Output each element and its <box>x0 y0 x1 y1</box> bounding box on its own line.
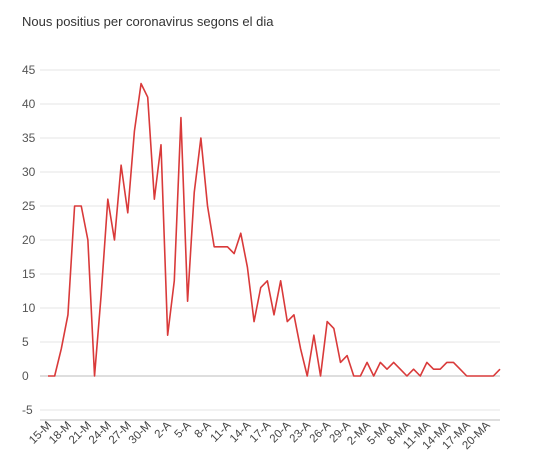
x-tick-label: 11-A <box>209 419 234 444</box>
chart-title: Nous positius per coronavirus segons el … <box>22 14 274 29</box>
x-tick-label: 26-A <box>308 419 334 445</box>
y-tick-label: 0 <box>22 369 29 383</box>
x-tick-label: 15-M <box>27 420 54 447</box>
x-axis-tick-labels: 15-M18-M21-M24-M27-M30-M2-A5-A8-A11-A14-… <box>27 419 493 452</box>
y-tick-label: 45 <box>22 63 36 77</box>
y-tick-label: 30 <box>22 165 36 179</box>
y-tick-label: 5 <box>22 335 29 349</box>
x-tick-label: 18-M <box>47 420 74 447</box>
x-tick-label: 2-A <box>153 419 174 440</box>
x-tick-label: 14-A <box>228 419 254 445</box>
series-line <box>48 82 501 377</box>
x-tick-label: 27-M <box>107 420 134 447</box>
y-tick-label: -5 <box>22 403 33 417</box>
x-tick-label: 23-A <box>288 419 314 445</box>
y-tick-label: 40 <box>22 97 36 111</box>
x-tick-label: 17-A <box>248 419 274 445</box>
grid-lines <box>40 69 500 421</box>
y-tick-label: 25 <box>22 199 36 213</box>
y-axis-tick-labels: 45 40 35 30 25 20 15 10 5 0 -5 <box>22 63 36 417</box>
y-tick-label: 20 <box>22 233 36 247</box>
x-tick-label: 30-M <box>127 420 154 447</box>
x-tick-label: 5-A <box>173 419 194 440</box>
x-tick-label: 21-M <box>67 420 94 447</box>
y-tick-label: 35 <box>22 131 36 145</box>
y-tick-label: 10 <box>22 301 36 315</box>
series-line-layer <box>48 82 501 377</box>
x-tick-label: 20-A <box>268 419 294 445</box>
y-tick-label: 15 <box>22 267 36 281</box>
